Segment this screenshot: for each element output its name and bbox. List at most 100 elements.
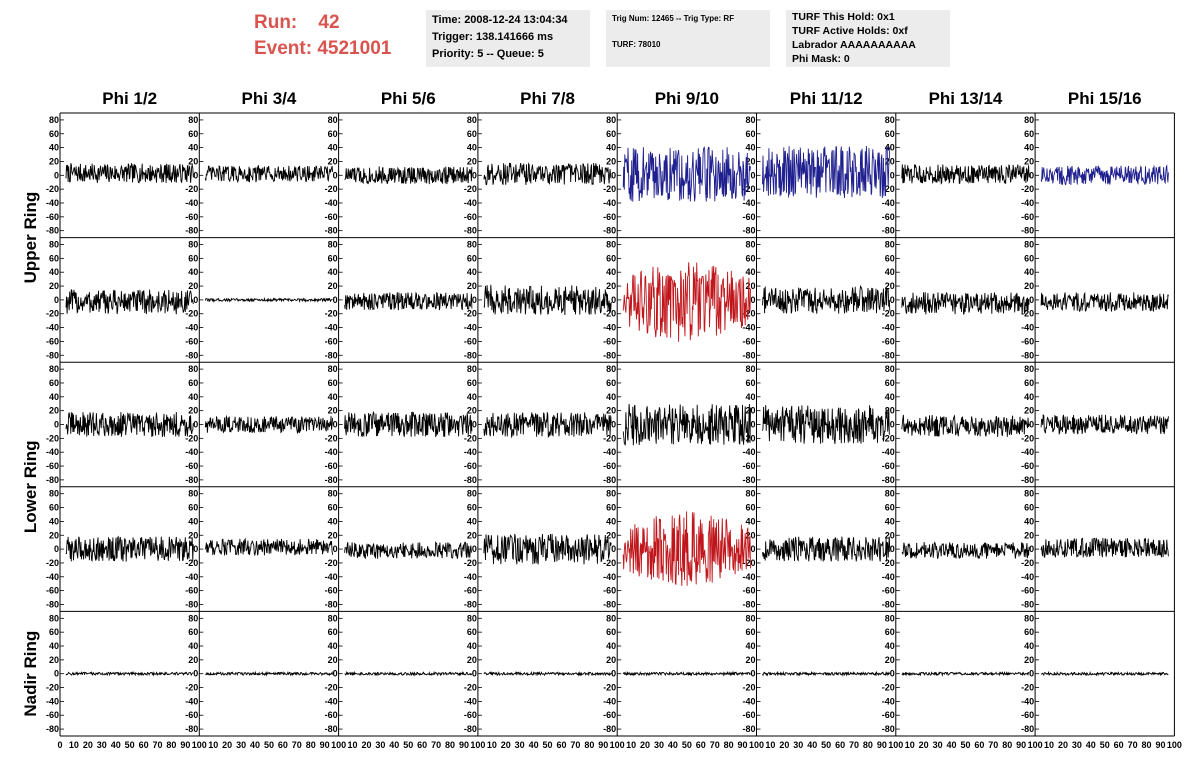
y-tick-label: -20 xyxy=(325,683,338,693)
y-tick-label: 80 xyxy=(188,489,198,499)
y-tick-label: 40 xyxy=(328,143,338,153)
y-tick-label: -40 xyxy=(185,447,198,457)
y-tick-label: 80 xyxy=(467,115,477,125)
y-tick-label: 0 xyxy=(54,295,59,305)
y-tick-label: 80 xyxy=(885,115,895,125)
y-tick-label: 60 xyxy=(49,503,59,513)
y-tick-label: 20 xyxy=(885,655,895,665)
y-tick-label: -80 xyxy=(325,350,338,360)
y-tick-label: 80 xyxy=(606,613,616,623)
y-tick-label: -40 xyxy=(882,323,895,333)
y-tick-label: -40 xyxy=(464,198,477,208)
y-tick-label: 0 xyxy=(472,170,477,180)
y-tick-label: -80 xyxy=(882,226,895,236)
turf-info-box: TURF This Hold: 0x1 TURF Active Holds: 0… xyxy=(786,10,950,67)
x-tick-label: 70 xyxy=(431,740,441,750)
y-tick-label: 40 xyxy=(49,267,59,277)
time-text: Time: 2008-12-24 13:04:34 xyxy=(432,14,568,26)
y-tick-label: -20 xyxy=(1021,683,1034,693)
y-tick-label: 20 xyxy=(606,281,616,291)
y-tick-label: 0 xyxy=(1029,544,1034,554)
y-tick-label: -20 xyxy=(1021,309,1034,319)
waveform-trace xyxy=(762,405,890,444)
turf-active-text: TURF Active Holds: 0xf xyxy=(792,25,908,37)
x-tick-label: 90 xyxy=(877,740,887,750)
y-tick-label: -80 xyxy=(603,724,616,734)
y-tick-label: 0 xyxy=(472,669,477,679)
event-value: 4521001 xyxy=(317,38,392,59)
waveform-trace xyxy=(204,414,334,435)
y-tick-label: 40 xyxy=(328,641,338,651)
y-tick-label: 0 xyxy=(890,295,895,305)
y-tick-label: 80 xyxy=(188,115,198,125)
y-tick-label: 40 xyxy=(885,267,895,277)
y-tick-label: -60 xyxy=(46,461,59,471)
y-tick-label: -20 xyxy=(185,309,198,319)
x-tick-label: 80 xyxy=(166,740,176,750)
x-tick-label: 90 xyxy=(180,740,190,750)
y-tick-label: -20 xyxy=(882,184,895,194)
y-tick-label: 40 xyxy=(467,267,477,277)
x-tick-label: 10 xyxy=(69,740,79,750)
y-tick-label: 0 xyxy=(1029,295,1034,305)
priority-text: Priority: 5 -- Queue: 5 xyxy=(432,48,544,60)
waveform-trace xyxy=(622,670,751,677)
y-tick-label: 60 xyxy=(885,378,895,388)
y-tick-label: 0 xyxy=(890,669,895,679)
y-tick-label: 20 xyxy=(745,156,755,166)
x-tick-label: 10 xyxy=(1044,740,1054,750)
y-tick-label: 20 xyxy=(328,156,338,166)
y-tick-label: -40 xyxy=(882,198,895,208)
waveform-trace xyxy=(344,540,473,560)
y-tick-label: 0 xyxy=(333,295,338,305)
y-tick-label: -20 xyxy=(464,184,477,194)
y-tick-label: -20 xyxy=(325,184,338,194)
y-tick-label: 80 xyxy=(606,364,616,374)
y-tick-label: -40 xyxy=(185,198,198,208)
x-tick-label: 20 xyxy=(83,740,93,750)
y-tick-label: 80 xyxy=(745,240,755,250)
x-tick-label: 100 xyxy=(1028,740,1043,750)
y-tick-label: -80 xyxy=(1021,599,1034,609)
column-header: Phi 13/14 xyxy=(929,89,1003,108)
y-tick-label: -40 xyxy=(325,572,338,582)
x-tick-label: 30 xyxy=(97,740,107,750)
y-tick-label: 0 xyxy=(611,420,616,430)
y-tick-label: 20 xyxy=(885,406,895,416)
x-tick-label: 20 xyxy=(222,740,232,750)
y-tick-label: -20 xyxy=(603,683,616,693)
y-tick-label: 60 xyxy=(606,627,616,637)
y-tick-label: 60 xyxy=(49,627,59,637)
x-tick-label: 30 xyxy=(515,740,525,750)
y-tick-label: 80 xyxy=(188,613,198,623)
y-tick-label: -20 xyxy=(882,309,895,319)
y-tick-label: 20 xyxy=(885,530,895,540)
y-tick-label: 80 xyxy=(188,240,198,250)
y-tick-label: 60 xyxy=(328,503,338,513)
y-tick-label: -60 xyxy=(1021,710,1034,720)
waveform-trace xyxy=(622,403,751,446)
waveform-trace xyxy=(901,541,1030,560)
y-tick-label: 0 xyxy=(1029,170,1034,180)
y-tick-label: 20 xyxy=(328,281,338,291)
y-tick-label: 0 xyxy=(472,295,477,305)
y-tick-label: -80 xyxy=(742,350,755,360)
y-tick-label: -20 xyxy=(742,184,755,194)
y-tick-label: -40 xyxy=(46,572,59,582)
column-header: Phi 11/12 xyxy=(790,89,863,108)
y-tick-label: -60 xyxy=(882,461,895,471)
y-tick-label: -80 xyxy=(464,475,477,485)
y-tick-label: -60 xyxy=(46,212,59,222)
ring-label: Lower Ring xyxy=(21,441,40,534)
y-tick-label: -20 xyxy=(742,558,755,568)
waveform-trace xyxy=(901,163,1030,185)
y-tick-label: 0 xyxy=(472,420,477,430)
waveform-trace xyxy=(65,288,194,315)
y-tick-label: 60 xyxy=(467,627,477,637)
y-tick-label: -80 xyxy=(603,475,616,485)
y-tick-label: 60 xyxy=(188,378,198,388)
y-tick-label: -60 xyxy=(325,212,338,222)
y-tick-label: -80 xyxy=(742,226,755,236)
x-tick-label: 40 xyxy=(947,740,957,750)
waveform-trace xyxy=(344,670,473,677)
